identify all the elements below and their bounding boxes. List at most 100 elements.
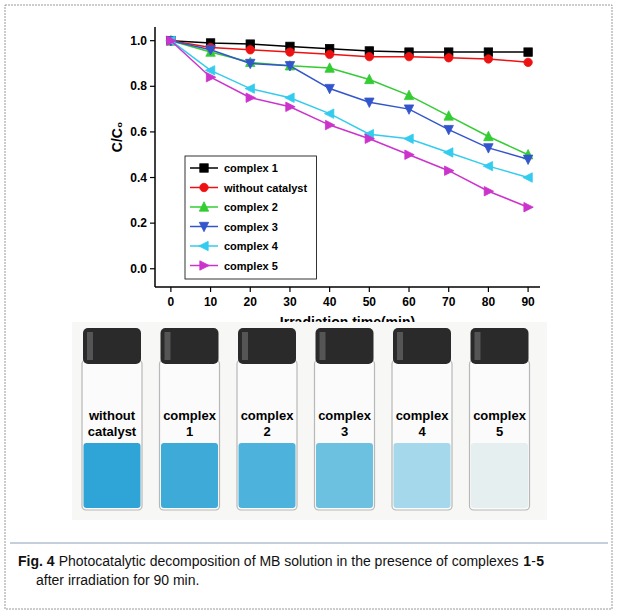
- data-point: [444, 111, 453, 120]
- x-tick-label: 10: [204, 295, 218, 309]
- vial-cap-shine: [475, 332, 481, 360]
- vial-cap-shine: [320, 332, 326, 360]
- data-point: [405, 150, 414, 159]
- y-tick: [150, 86, 155, 87]
- vial-liquid: [394, 443, 451, 508]
- x-tick-label: 60: [402, 295, 416, 309]
- series-line: [171, 41, 528, 160]
- x-axis: [155, 286, 540, 288]
- vial-liquid: [239, 443, 296, 508]
- vial-label-line: 4: [418, 424, 426, 439]
- photo: withoutcatalystcomplex1complex2complex3c…: [72, 322, 547, 520]
- series-line: [171, 41, 528, 208]
- y-tick: [150, 177, 155, 178]
- data-point: [444, 125, 453, 134]
- figure: 01020304050607080900.00.20.40.60.81.0Irr…: [0, 0, 618, 616]
- caption: Fig. 4 Photocatalytic decomposition of M…: [18, 553, 548, 588]
- vial-glass: [237, 360, 297, 510]
- y-tick: [150, 131, 155, 132]
- data-point: [285, 93, 294, 102]
- data-point: [246, 46, 254, 54]
- x-tick: [369, 287, 370, 292]
- x-tick: [170, 287, 171, 292]
- data-point: [524, 58, 532, 66]
- vial-label: withoutcatalyst: [88, 408, 137, 439]
- y-tick-label: 0.6: [130, 125, 147, 139]
- data-point: [523, 155, 532, 164]
- x-tick: [408, 287, 409, 292]
- data-point: [246, 93, 255, 102]
- vial-label-line: complex: [396, 408, 450, 423]
- x-tick-label: 30: [283, 295, 297, 309]
- x-tick: [488, 287, 489, 292]
- vial-cap-shine: [87, 332, 93, 360]
- data-point: [445, 166, 454, 175]
- data-point: [206, 46, 215, 55]
- legend-label: complex 2: [224, 201, 278, 213]
- vial-cap-shine: [165, 332, 171, 360]
- data-point: [444, 148, 453, 157]
- data-point: [365, 98, 374, 107]
- vial-cap: [316, 328, 374, 364]
- vial-label-line: 3: [341, 424, 348, 439]
- data-point: [285, 62, 294, 71]
- data-point: [365, 74, 374, 83]
- data-point: [246, 59, 255, 68]
- series-line: [171, 41, 528, 52]
- legend-label: complex 4: [224, 240, 279, 252]
- data-point: [404, 105, 413, 114]
- vial-label-line: 2: [263, 424, 270, 439]
- data-point: [286, 48, 294, 56]
- data-point: [324, 109, 333, 118]
- data-point: [524, 202, 533, 211]
- data-point: [325, 84, 334, 93]
- x-tick: [250, 287, 251, 292]
- vial-label-line: complex: [318, 408, 372, 423]
- x-tick: [527, 287, 528, 292]
- x-tick: [210, 287, 211, 292]
- vial-cap: [393, 328, 451, 364]
- vial-liquid: [316, 443, 373, 508]
- data-point: [365, 52, 373, 60]
- vial-label-line: complex: [241, 408, 295, 423]
- data-point: [285, 61, 294, 70]
- y-tick-label: 0.4: [130, 171, 147, 185]
- caption-run: 1: [523, 553, 531, 569]
- x-tick: [448, 287, 449, 292]
- legend-marker: [199, 222, 208, 231]
- x-tick-label: 90: [521, 295, 535, 309]
- caption-run: Fig. 4: [18, 553, 55, 569]
- data-point: [483, 161, 492, 170]
- vial-label-line: catalyst: [88, 424, 137, 439]
- legend-label: without catalyst: [223, 182, 307, 194]
- legend-box: [185, 156, 316, 279]
- y-tick-label: 0.0: [130, 262, 147, 276]
- data-point: [245, 84, 254, 93]
- data-point: [167, 36, 176, 45]
- caption-run: after irradiation for 90 min.: [36, 572, 199, 588]
- legend-label: complex 3: [224, 221, 278, 233]
- vial-label-line: complex: [473, 408, 527, 423]
- vial-label-line: 1: [186, 424, 193, 439]
- vial-label: complex2: [241, 408, 295, 439]
- data-point: [325, 50, 333, 58]
- vial-glass: [315, 360, 375, 510]
- vial-label: complex5: [473, 408, 527, 439]
- y-axis: [154, 27, 156, 287]
- data-point: [404, 134, 413, 143]
- data-point: [325, 120, 334, 129]
- vial-glass: [82, 360, 142, 510]
- vial-glass: [392, 360, 452, 510]
- data-point: [206, 72, 215, 81]
- legend: complex 1without catalystcomplex 2comple…: [185, 156, 316, 279]
- data-point: [325, 63, 334, 72]
- data-point: [365, 134, 374, 143]
- vial-label-line: 5: [496, 424, 503, 439]
- x-tick: [329, 287, 330, 292]
- series-line: [171, 41, 528, 155]
- y-tick-label: 0.2: [130, 216, 147, 230]
- data-point: [523, 173, 532, 182]
- caption-run: [544, 553, 548, 569]
- data-point: [404, 90, 413, 99]
- data-point: [484, 144, 493, 153]
